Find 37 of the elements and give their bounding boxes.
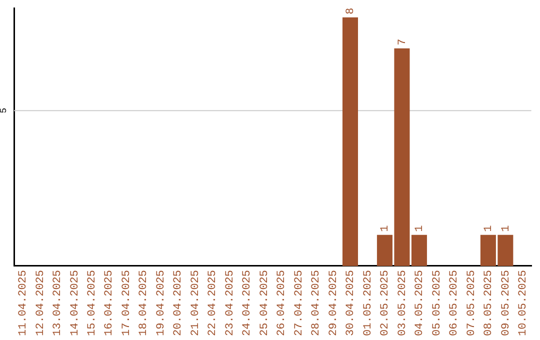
data-label: 8 — [345, 8, 358, 14]
x-tick-label: 19.04.2025 — [155, 270, 168, 336]
x-tick-label: 22.04.2025 — [207, 270, 220, 336]
x-tick-label: 04.05.2025 — [414, 270, 426, 336]
data-label: 7 — [396, 38, 409, 46]
x-tick-label: 20.04.2025 — [172, 270, 185, 336]
data-label: 1 — [380, 224, 392, 232]
x-tick-label: 29.04.2025 — [328, 270, 340, 336]
x-tick-label: 21.04.2025 — [190, 270, 202, 336]
x-tick-label: 06.05.2025 — [448, 270, 461, 336]
x-tick-label: 13.04.2025 — [52, 270, 64, 336]
x-tick-label: 09.05.2025 — [500, 270, 512, 336]
x-tick-label: 27.04.2025 — [293, 270, 306, 336]
x-tick-label: 11.04.2025 — [18, 270, 30, 336]
x-tick-label: 16.04.2025 — [104, 270, 116, 336]
x-tick-label: 24.04.2025 — [242, 270, 254, 336]
x-tick-label: 07.05.2025 — [466, 270, 478, 336]
x-tick-label: 03.05.2025 — [396, 270, 409, 336]
ref-line-label: 5 — [0, 108, 9, 114]
x-tick-label: 30.04.2025 — [345, 270, 358, 336]
x-tick-label: 10.05.2025 — [518, 270, 530, 336]
data-label: 1 — [483, 224, 496, 232]
x-tick-label: 12.04.2025 — [34, 270, 47, 336]
x-tick-label: 05.05.2025 — [431, 270, 444, 336]
x-tick-label: 26.04.2025 — [276, 270, 288, 336]
x-tick-label: 14.04.2025 — [69, 270, 82, 336]
data-label: 1 — [500, 224, 512, 232]
x-tick-label: 17.04.2025 — [120, 270, 133, 336]
x-tick-label: 02.05.2025 — [380, 270, 392, 336]
x-tick-label: 01.05.2025 — [362, 270, 374, 336]
x-tick-label: 23.04.2025 — [224, 270, 236, 336]
x-tick-label: 08.05.2025 — [483, 270, 496, 336]
x-tick-label: 28.04.2025 — [310, 270, 323, 336]
x-tick-label: 15.04.2025 — [86, 270, 98, 336]
x-tick-label: 25.04.2025 — [258, 270, 271, 336]
x-tick-label: 18.04.2025 — [138, 270, 150, 336]
data-label: 1 — [414, 224, 426, 232]
